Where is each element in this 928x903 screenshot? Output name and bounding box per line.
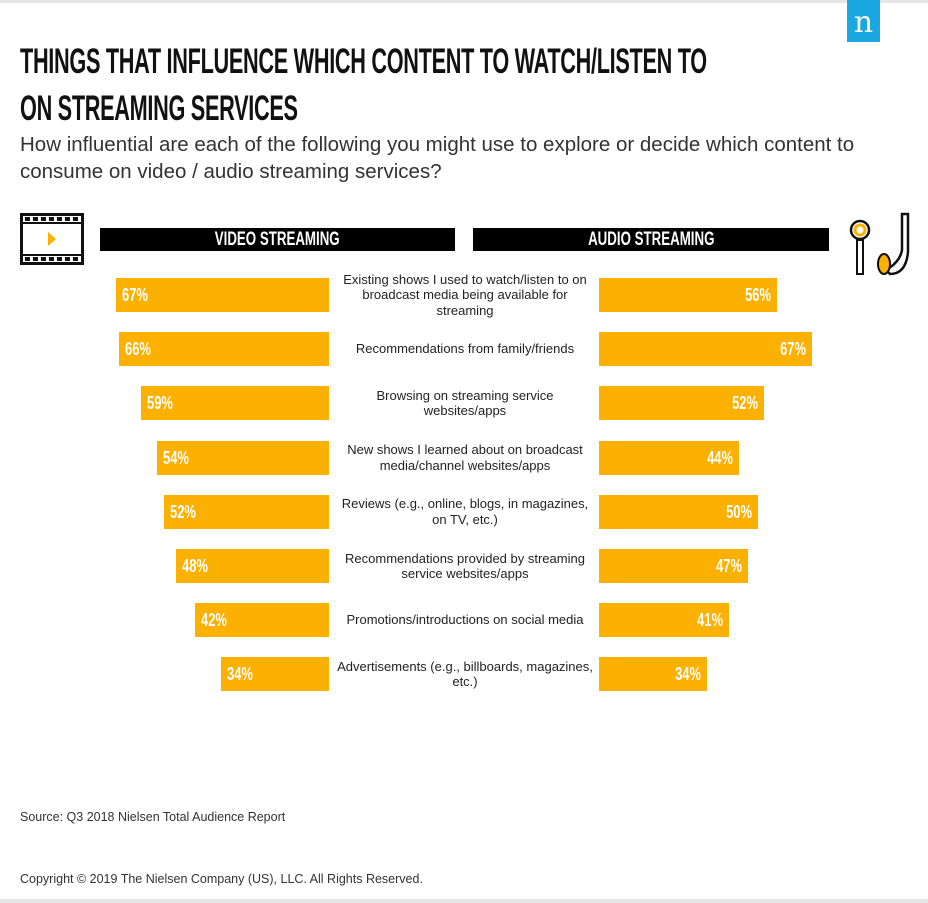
video-bar: 48% [176, 549, 329, 583]
value-label: 54% [163, 441, 199, 475]
category-text: Promotions/introductions on social media [346, 612, 584, 628]
category-label: New shows I learned about on broadcast m… [334, 438, 596, 478]
value-label: 48% [182, 549, 218, 583]
value-label: 44% [697, 441, 733, 475]
value-label: 59% [147, 386, 183, 420]
value-label: 34% [665, 657, 701, 691]
copyright-note: Copyright © 2019 The Nielsen Company (US… [20, 872, 423, 886]
video-bar: 42% [195, 603, 329, 638]
film-play-icon [20, 213, 84, 265]
value-label: 66% [125, 332, 161, 366]
audio-bar: 44% [599, 440, 739, 475]
value-label: 42% [201, 603, 237, 637]
value-label: 47% [706, 549, 743, 583]
title-line-1: THINGS THAT INFLUENCE WHICH CONTENT TO W… [20, 42, 707, 81]
category-text: Browsing on streaming service websites/a… [376, 387, 554, 419]
value-label: 52% [722, 386, 758, 420]
category-label: Advertisements (e.g., billboards, magazi… [334, 654, 596, 694]
audio-streaming-header: AUDIO STREAMING [473, 228, 829, 251]
value-label: 52% [170, 495, 206, 529]
value-label: 67% [770, 332, 806, 366]
audio-header-label: AUDIO STREAMING [587, 229, 715, 250]
audio-bar: 50% [599, 494, 758, 529]
value-text: 34% [675, 664, 702, 685]
video-bar: 67% [115, 278, 329, 312]
value-text: 56% [745, 285, 772, 305]
category-label: Reviews (e.g., online, blogs, in magazin… [334, 492, 596, 532]
nielsen-logo: n [847, 0, 880, 42]
value-text: 59% [147, 393, 174, 414]
video-streaming-header: VIDEO STREAMING [100, 228, 455, 251]
value-text: 50% [726, 501, 752, 522]
video-bar: 34% [220, 657, 329, 692]
value-text: 67% [121, 285, 148, 305]
category-text: Existing shows I used to watch/listen to… [343, 271, 587, 318]
video-bar: 54% [157, 440, 329, 475]
value-text: 48% [182, 556, 209, 576]
audio-bar: 67% [599, 332, 813, 367]
category-text: Reviews (e.g., online, blogs, in magazin… [341, 496, 589, 527]
category-text: New shows I learned about on broadcast m… [347, 442, 583, 473]
value-text: 52% [169, 501, 196, 522]
title-line-2: ON STREAMING SERVICES [20, 89, 298, 128]
category-text: Recommendations provided by streaming se… [345, 550, 585, 582]
audio-bar: 41% [599, 603, 730, 638]
value-label: 56% [735, 278, 771, 312]
category-label: Promotions/introductions on social media [334, 600, 596, 640]
source-note: Source: Q3 2018 Nielsen Total Audience R… [20, 810, 286, 824]
category-label: Recommendations from family/friends [334, 329, 596, 369]
value-text: 42% [201, 610, 228, 631]
video-bar: 66% [119, 332, 329, 367]
value-text: 66% [125, 339, 152, 360]
earphones-icon [849, 212, 910, 276]
video-bar: 52% [163, 494, 329, 529]
value-text: 41% [697, 610, 724, 631]
logo-text: n [853, 5, 874, 40]
value-label: 41% [687, 603, 723, 637]
audio-bar: 52% [599, 386, 765, 421]
value-label: 50% [716, 495, 752, 529]
value-text: 47% [716, 556, 743, 576]
category-label: Browsing on streaming service websites/a… [334, 383, 596, 423]
value-text: 67% [780, 339, 807, 360]
category-text: Recommendations from family/friends [355, 341, 575, 357]
value-text: 34% [226, 664, 253, 685]
value-text: 52% [732, 393, 759, 414]
bottom-divider [0, 899, 928, 903]
chart-title: THINGS THAT INFLUENCE WHICH CONTENT TO W… [20, 38, 707, 132]
value-text: 44% [706, 447, 733, 468]
category-label: Recommendations provided by streaming se… [334, 546, 596, 586]
category-text: Advertisements (e.g., billboards, magazi… [337, 658, 593, 690]
value-text: 54% [163, 447, 190, 468]
audio-bar: 56% [599, 278, 778, 312]
audio-bar: 47% [599, 549, 749, 583]
video-header-label: VIDEO STREAMING [215, 229, 340, 250]
category-label: Existing shows I used to watch/listen to… [334, 272, 596, 318]
value-label: 34% [227, 657, 263, 691]
audio-bar: 34% [599, 657, 708, 692]
value-label: 67% [122, 278, 158, 312]
top-divider [0, 0, 928, 3]
chart-subtitle: How influential are each of the followin… [20, 133, 855, 183]
video-bar: 59% [141, 386, 329, 421]
